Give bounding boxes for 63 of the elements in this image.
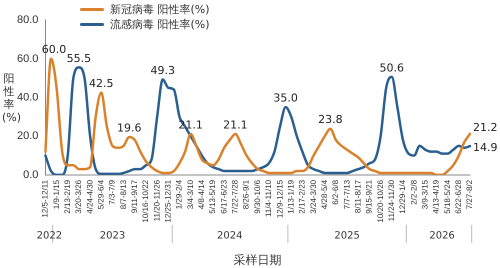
x-tick-label: 8/26-9/1 — [242, 179, 251, 210]
y-tick-label: 0.0 — [23, 168, 38, 181]
x-tick-label: 6/22-6/28 — [454, 179, 464, 214]
legend-label: 新冠病毒 阳性率(%) — [109, 2, 210, 17]
x-tick-label: 4/8-4/14 — [197, 179, 206, 210]
x-tick-label: 5/13-5/19 — [208, 179, 218, 214]
data-label: 21.2 — [473, 121, 498, 134]
x-tick-label: 7/3-7/9 — [108, 179, 117, 205]
x-tick-label: 1/13-1/19 — [286, 179, 296, 214]
x-tick-label: 1/29-2/4 — [174, 179, 184, 210]
x-tick-label: 9/11-9/17 — [130, 179, 139, 214]
x-tick-label: 12/9-12/15 — [275, 179, 284, 218]
x-tick-label: 8/11-8/17 — [353, 179, 362, 214]
x-tick-label: 12/25-12/31 — [164, 179, 173, 223]
data-label: 55.5 — [66, 52, 92, 65]
x-tick-label: 3/24-3/30 — [308, 179, 318, 214]
x-tick-label: 2/13-2/19 — [62, 179, 72, 214]
y-tick-label: 20.0 — [16, 130, 38, 142]
x-tick-label: 10/16-10/22 — [141, 179, 150, 223]
x-tick-label: 7/27-8/2 — [465, 179, 474, 210]
x-tick-label: 11/24-11/30 — [386, 179, 396, 222]
data-label: 21.1 — [223, 118, 248, 132]
data-label: 19.6 — [116, 121, 142, 134]
x-tick-label: 4/28-5/4 — [320, 179, 329, 210]
text: 2026 — [429, 230, 455, 242]
text: 2022 — [36, 230, 62, 242]
x-tick-label: 7/7-7/13 — [342, 179, 352, 210]
data-label: 35.0 — [273, 91, 298, 104]
data-label: 49.3 — [150, 64, 175, 77]
data-label: 23.8 — [318, 113, 343, 126]
data-label: 60.0 — [42, 43, 66, 56]
x-tick-label: 6/2-6/8 — [331, 179, 340, 205]
x-tick-label: 11/20-11/26 — [152, 179, 162, 222]
text: 2023 — [100, 230, 126, 242]
x-tick-label: 6/17-6/23 — [219, 179, 228, 214]
x-tick-label: 8/7-8/13 — [118, 179, 128, 210]
x-tick-label: 3/20-3/26 — [74, 179, 84, 214]
text: 2024 — [217, 230, 242, 242]
x-axis-title: 采样日期 — [234, 253, 282, 268]
x-tick-label: 4/24-4/30 — [85, 179, 94, 214]
x-tick-label: 9/15-9/21 — [364, 179, 374, 214]
y-tick-label: 80.0 — [16, 14, 38, 26]
x-tick-label: 3/4-3/10 — [186, 179, 195, 210]
x-tick-label: 5/29-6/4 — [96, 179, 106, 210]
x-tick-label: 12/29-1/4 — [398, 179, 408, 214]
legend-label: 流感病毒 阳性率(%) — [109, 17, 210, 32]
x-tick-label: 2/2-2/8 — [409, 179, 418, 205]
x-tick-label: 9/30-10/6 — [252, 179, 262, 214]
x-tick-label: 1/9-1/15 — [52, 179, 61, 210]
x-tick-label: 12/5-12/11 — [40, 179, 50, 218]
y-tick-label: 40.0 — [16, 91, 38, 104]
data-label: 14.9 — [473, 140, 498, 154]
x-tick-label: 11/4-11/10 — [264, 179, 274, 217]
x-tick-label: 2/17-2/23 — [298, 179, 307, 214]
x-tick-label: 4/13-4/19 — [432, 179, 441, 214]
x-tick-label: 5/18-5/24 — [442, 179, 452, 214]
text: 2025 — [334, 230, 360, 242]
data-label: 50.6 — [380, 61, 404, 74]
y-tick-label: 60.0 — [16, 52, 38, 65]
data-label: 42.5 — [89, 76, 114, 90]
x-tick-label: 3/9-3/15 — [420, 179, 430, 210]
x-tick-label: 10/20-10/26 — [376, 179, 385, 223]
x-tick-label: 7/22-7/28 — [230, 179, 240, 214]
